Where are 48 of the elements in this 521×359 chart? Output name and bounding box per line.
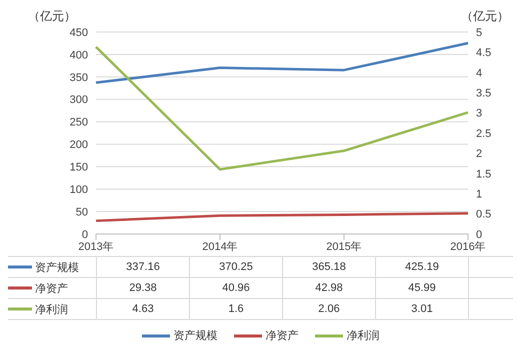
x-tick-label: 2015年	[326, 240, 362, 253]
data-label: 42.98	[283, 278, 376, 298]
x-tick-label: 2013年	[78, 240, 114, 253]
y2-tick-label: 3.5	[476, 88, 492, 100]
legend-label: 净资产	[35, 282, 68, 296]
y-tick-label: 350	[70, 72, 88, 84]
y-tick-label: 400	[70, 49, 88, 62]
y-tick-label: 450	[70, 26, 88, 39]
data-label: 1.6	[190, 299, 283, 319]
y2-tick-label: 5	[476, 26, 482, 39]
y-axis-title: （亿元）	[28, 8, 76, 24]
data-label: 29.38	[97, 278, 190, 298]
y-tick-label: 100	[70, 184, 88, 196]
line-series	[94, 46, 470, 171]
data-label: 2.06	[283, 299, 376, 319]
data-label: 425.19	[376, 257, 469, 277]
data-label: 4.63	[97, 299, 190, 319]
legend-label: 资产规模	[35, 260, 79, 274]
data-label: 40.96	[190, 278, 283, 298]
data-label: 3.01	[376, 299, 469, 319]
x-tick-label: 2016年	[450, 240, 486, 253]
y2-tick-label: 1	[476, 188, 482, 201]
y2-tick-label: 0	[476, 228, 482, 241]
text: 资产规模	[174, 330, 218, 342]
text: 净利润	[346, 330, 380, 342]
y2-tick-label: 3	[476, 108, 482, 120]
y2-tick-label: 0.5	[476, 208, 492, 221]
y-tick-label: 0	[82, 228, 88, 241]
y-tick-label: 300	[70, 94, 88, 106]
legend-label: 净利润	[35, 302, 68, 316]
y-tick-label: 200	[70, 139, 88, 152]
y2-axis-title: （亿元）	[461, 8, 509, 24]
y2-tick-label: 4.5	[476, 47, 492, 60]
data-label: 370.25	[190, 257, 283, 277]
y2-tick-label: 2	[476, 148, 482, 160]
y2-tick-label: 2.5	[476, 128, 492, 140]
data-label: 45.99	[376, 278, 469, 298]
y2-tick-label: 4	[476, 67, 482, 80]
y-tick-label: 250	[70, 116, 88, 129]
data-label: 337.16	[97, 257, 190, 277]
line-series	[94, 212, 470, 222]
line-series	[94, 42, 470, 84]
y-tick-label: 150	[70, 162, 88, 174]
y-tick-label: 50	[76, 206, 88, 218]
x-tick-label: 2014年	[202, 240, 238, 253]
data-label: 365.18	[283, 257, 376, 277]
text: 净资产	[266, 330, 298, 342]
y2-tick-label: 1.5	[476, 168, 492, 180]
